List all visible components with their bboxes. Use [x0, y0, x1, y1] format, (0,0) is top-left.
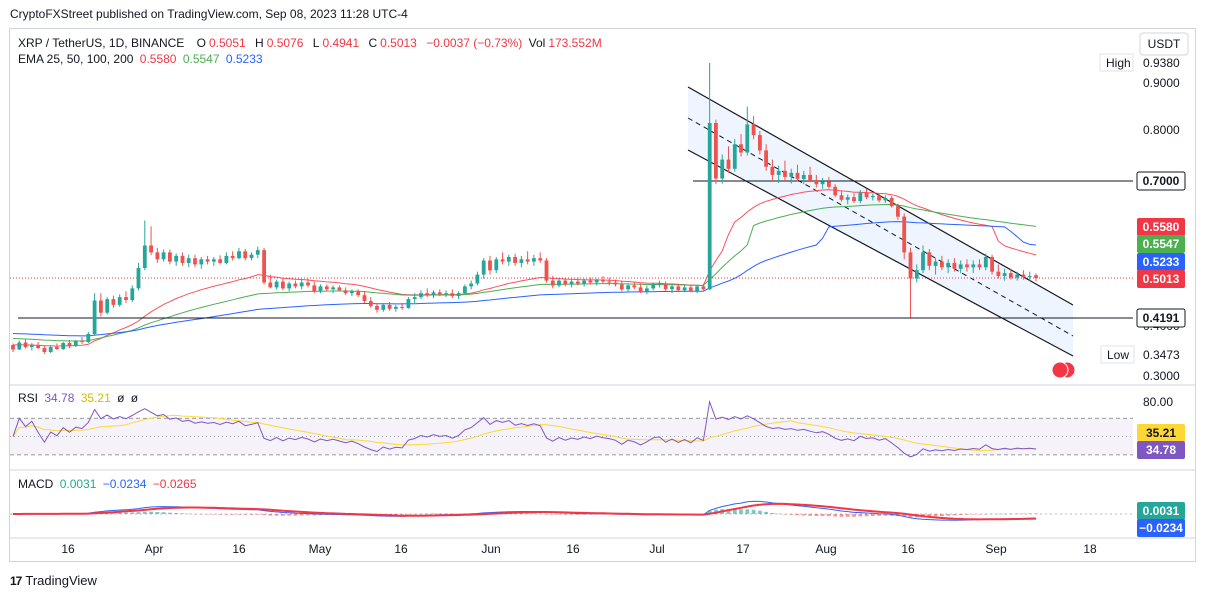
macd-line-value: −0.0234	[102, 477, 147, 491]
macd-hist-value: 0.0031	[59, 477, 97, 491]
rsi-value: 34.78	[44, 391, 75, 405]
o-label: O	[196, 36, 206, 50]
macd-legend: MACD 0.0031 −0.0234 −0.0265	[18, 477, 200, 491]
change-value: −0.0037 (−0.73%)	[426, 36, 523, 50]
rsi-label[interactable]: RSI	[18, 391, 39, 405]
ema25-value: 0.5580	[139, 52, 177, 66]
rsi-extra-1: ø	[117, 391, 125, 405]
macd-signal-value: −0.0265	[152, 477, 197, 491]
h-value: 0.5076	[266, 36, 304, 50]
tradingview-footer[interactable]: 17 TradingView	[10, 570, 97, 592]
chart-frame	[9, 28, 1196, 562]
ohlc-legend: XRP / TetherUS, 1D, BINANCE O 0.5051 H 0.5…	[18, 36, 608, 50]
macd-label[interactable]: MACD	[18, 477, 54, 491]
rsi-ma-value: 35.21	[80, 391, 111, 405]
h-label: H	[255, 36, 264, 50]
c-value: 0.5013	[380, 36, 417, 50]
ema-label[interactable]: EMA 25, 50, 100, 200	[18, 52, 134, 66]
o-value: 0.5051	[208, 36, 246, 50]
tradingview-logo-icon: 17	[10, 574, 22, 588]
l-label: L	[312, 36, 320, 50]
c-label: C	[368, 36, 378, 50]
vol-value: 173.552M	[548, 36, 602, 50]
publisher-text: CryptoFXStreet published on TradingView.…	[10, 7, 408, 21]
ema100-value: 0.5233	[225, 52, 263, 66]
symbol-title[interactable]: XRP / TetherUS, 1D, BINANCE	[18, 36, 185, 50]
ema-legend: EMA 25, 50, 100, 200 0.5580 0.5547 0.523…	[18, 52, 266, 66]
tradingview-brand: TradingView	[25, 573, 97, 588]
rsi-extra-2: ø	[130, 391, 139, 405]
ema50-value: 0.5547	[182, 52, 220, 66]
rsi-legend: RSI 34.78 35.21 ø ø	[18, 391, 141, 405]
publisher-header: CryptoFXStreet published on TradingView.…	[0, 0, 1206, 28]
vol-label: Vol	[528, 36, 546, 50]
l-value: 0.4941	[322, 36, 360, 50]
